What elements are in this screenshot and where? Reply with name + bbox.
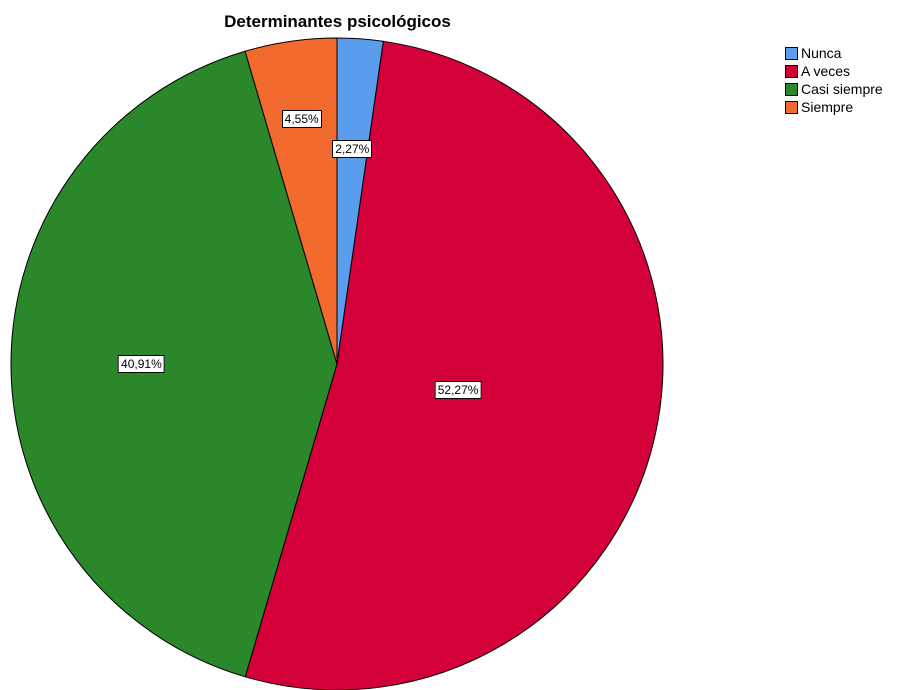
pie-slice-a-veces — [244, 40, 664, 690]
legend-item-nunca: Nunca — [785, 44, 883, 62]
legend-label: A veces — [801, 63, 851, 79]
slice-label-nunca: 2,27% — [332, 140, 373, 159]
legend-label: Siempre — [801, 99, 854, 115]
slice-label-casi-siempre: 40,91% — [118, 355, 165, 374]
legend-swatch — [785, 100, 798, 114]
legend-item-casi-siempre: Casi siempre — [785, 80, 883, 98]
pie-chart — [10, 37, 664, 690]
legend-swatch — [785, 64, 798, 78]
chart-title: Determinantes psicológicos — [224, 12, 451, 31]
slice-label-siempre: 4,55% — [281, 109, 322, 128]
legend-item-siempre: Siempre — [785, 98, 883, 116]
legend-item-a-veces: A veces — [785, 62, 883, 80]
slice-label-a-veces: 52,27% — [434, 381, 482, 400]
legend-swatch — [785, 46, 798, 60]
legend-label: Casi siempre — [801, 81, 883, 97]
legend: Nunca A veces Casi siempre Siempre — [785, 44, 883, 116]
legend-swatch — [785, 82, 798, 96]
pie-slice-casi-siempre — [10, 50, 338, 678]
legend-label: Nunca — [801, 45, 842, 61]
